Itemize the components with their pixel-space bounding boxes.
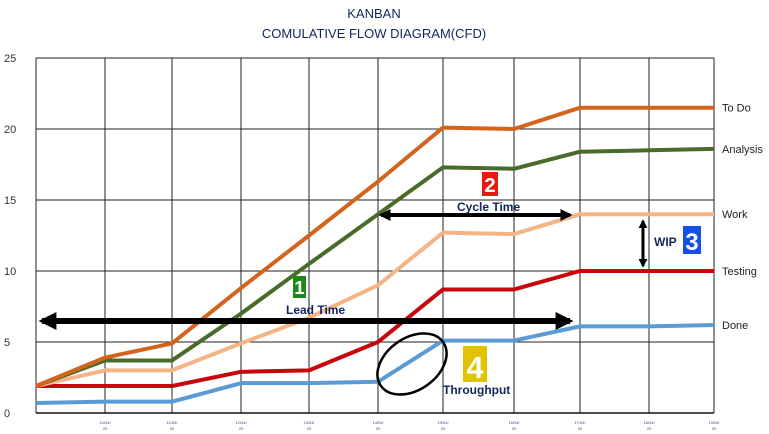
x-tick-label: 19/04/20	[708, 420, 720, 431]
throughput-ellipse	[376, 332, 448, 396]
annotation-badge-2	[482, 172, 498, 196]
x-tick-label: 12/04/20	[235, 420, 247, 431]
x-tick-label: 11/04/20	[167, 420, 179, 431]
annotation-label: Lead Time	[286, 303, 345, 317]
axis-ticks: 0 5 10 15 20 25 10/04/20 11/04/20 12/04/20 13/04/…	[4, 53, 720, 431]
series-line-testing	[36, 269, 714, 389]
annotation-number: 1	[294, 277, 304, 298]
series-label: To Do	[722, 103, 751, 115]
annotation-number: 3	[685, 229, 698, 256]
series-lines	[35, 105, 715, 406]
x-tick-label: 18/04/20	[643, 420, 655, 431]
y-tick-label: 20	[4, 124, 16, 136]
series-line-work	[35, 212, 714, 388]
series-label: Work	[722, 209, 748, 221]
series-line-analysis	[35, 146, 715, 388]
annotation-number: 2	[484, 175, 495, 197]
annotation-badge-4	[463, 346, 487, 382]
y-tick-label: 5	[4, 337, 10, 349]
chart-title: KANBAN	[347, 6, 400, 21]
annotation-label: WIP	[654, 235, 677, 249]
x-tick-label: 14/04/20	[372, 420, 384, 431]
y-tick-label: 10	[4, 266, 16, 278]
annotation-number: 4	[466, 351, 483, 385]
y-tick-label: 15	[4, 195, 16, 207]
x-tick-label: 10/04/20	[99, 420, 111, 431]
x-tick-label: 17/04/20	[574, 420, 586, 431]
series-line-done	[35, 322, 715, 406]
series-line-to-do	[35, 105, 714, 388]
annotation-label: Cycle Time	[457, 200, 520, 214]
series-label: Testing	[722, 266, 757, 278]
annotation-badge-1	[293, 276, 306, 298]
annotation-badge-3	[683, 226, 701, 254]
series-label: Done	[722, 320, 748, 332]
y-tick-label: 0	[4, 408, 10, 420]
series-labels: To Do Analysis Work Testing Done	[722, 103, 763, 332]
series-label: Analysis	[722, 144, 763, 156]
annotation-label: Throughput	[443, 383, 510, 397]
chart-subtitle: COMULATIVE FLOW DIAGRAM(CFD)	[262, 26, 486, 41]
x-tick-label: 16/04/20	[508, 420, 520, 431]
x-tick-label: 13/04/20	[303, 420, 315, 431]
x-tick-label: 15/04/20	[437, 420, 449, 431]
y-tick-label: 25	[4, 53, 16, 65]
